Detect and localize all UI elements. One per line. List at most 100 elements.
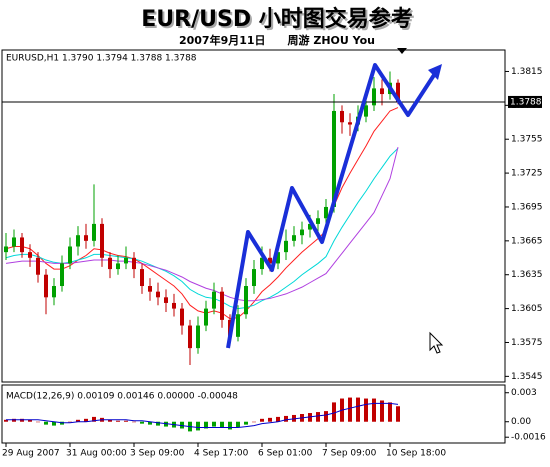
macd-bar — [148, 421, 152, 425]
candle-body — [108, 257, 112, 270]
candle-body — [84, 235, 88, 241]
chart-info: EURUSD,H1 1.3790 1.3794 1.3788 1.3788 — [6, 54, 197, 64]
macd-bar — [76, 419, 80, 422]
trend-annotation — [226, 63, 438, 349]
candle-body — [172, 302, 176, 309]
x-tick-label: 10 Sep 18:00 — [386, 449, 446, 459]
macd-bar — [372, 398, 376, 422]
candle-body — [332, 110, 336, 207]
macd-bar — [332, 402, 336, 422]
x-tick-label: 29 Aug 2007 — [2, 449, 60, 459]
macd-bar — [212, 421, 216, 427]
arrow-head — [428, 64, 442, 80]
candle-body — [148, 286, 152, 292]
candle-body — [252, 269, 256, 287]
macd-bar — [324, 411, 328, 422]
candle-body — [20, 237, 24, 253]
candle-body — [244, 286, 248, 315]
macd-y-tick-label: 0.003 — [511, 388, 537, 398]
y-tick-label: 1.3665 — [511, 236, 543, 246]
candle-body — [36, 257, 40, 275]
candle-body — [124, 257, 128, 264]
macd-bar — [284, 415, 288, 422]
candle-body — [380, 88, 384, 95]
candle-body — [76, 235, 80, 247]
current-price-box — [508, 95, 542, 108]
candle-body — [196, 325, 200, 349]
candle-body — [308, 223, 312, 230]
y-tick-label: 1.3635 — [511, 270, 543, 280]
candle-body — [140, 269, 144, 287]
candle-body — [236, 314, 240, 337]
candle-body — [212, 291, 216, 309]
candle-body — [116, 263, 120, 270]
y-tick-label: 1.3755 — [511, 135, 543, 145]
candle-body — [348, 122, 352, 125]
macd-signal — [6, 402, 399, 429]
price-panel — [1, 49, 506, 383]
x-tick-label: 3 Sep 09:00 — [130, 449, 185, 459]
macd-bar — [380, 400, 384, 422]
macd-info: MACD(12,26,9) 0.00109 0.00146 0.00000 -0… — [6, 392, 238, 402]
y-tick-label: 1.3695 — [511, 202, 543, 212]
macd-bar — [316, 412, 320, 422]
macd-bar — [84, 418, 88, 422]
candle-body — [188, 325, 192, 349]
candle-body — [12, 237, 16, 247]
y-tick-label: 1.3545 — [511, 372, 543, 382]
candle-body — [164, 297, 168, 303]
y-tick-label: 1.3725 — [511, 169, 543, 179]
macd-bar — [52, 421, 56, 426]
macd-bar — [220, 421, 224, 428]
macd-bar — [260, 418, 264, 422]
shift-marker — [397, 48, 407, 54]
macd-bar — [108, 419, 112, 422]
candle-body — [100, 223, 104, 258]
macd-bar — [204, 421, 208, 429]
candle-body — [204, 308, 208, 326]
macd-bar — [68, 421, 72, 423]
candle-body — [316, 218, 320, 224]
macd-bar — [364, 398, 368, 422]
x-tick-label: 7 Sep 09:00 — [322, 449, 377, 459]
y-tick-label: 1.3605 — [511, 304, 543, 314]
candle-body — [268, 257, 272, 264]
macd-bar — [92, 416, 96, 422]
macd-y-tick-label: -0.0016 — [511, 433, 546, 443]
macd-bar — [196, 421, 200, 431]
x-tick-label: 6 Sep 01:00 — [258, 449, 313, 459]
candle-body — [132, 257, 136, 270]
macd-bar — [36, 421, 40, 423]
macd-bar — [244, 421, 248, 425]
candle-body — [92, 223, 96, 241]
candle-body — [180, 308, 184, 326]
macd-bar — [268, 417, 272, 422]
candle-body — [52, 286, 56, 298]
macd-bar — [276, 416, 280, 422]
candle-body — [260, 257, 264, 270]
candle-body — [276, 252, 280, 264]
macd-bar — [124, 420, 128, 422]
macd-bar — [228, 421, 232, 430]
macd-bar — [44, 421, 48, 425]
macd-bar — [140, 421, 144, 424]
macd-bar — [348, 397, 352, 422]
macd-bar — [356, 397, 360, 422]
macd-panel — [1, 384, 506, 444]
title-shadow: EUR/USD 小时图交易参考 — [143, 8, 415, 34]
macd-bar — [28, 419, 32, 422]
mouse-cursor — [429, 331, 444, 354]
y-tick-label: 1.3575 — [511, 338, 543, 348]
macd-bar — [116, 420, 120, 422]
macd-bar — [388, 402, 392, 422]
candle-body — [28, 252, 32, 258]
macd-bar — [132, 421, 136, 423]
chart-title: EUR/USD 小时图交易参考 — [141, 6, 413, 32]
macd-bar — [4, 419, 8, 422]
candle-body — [372, 88, 376, 106]
y-tick-label: 1.3815 — [511, 67, 543, 77]
candle-body — [44, 274, 48, 298]
x-tick-label: 31 Aug 00:00 — [66, 449, 127, 459]
